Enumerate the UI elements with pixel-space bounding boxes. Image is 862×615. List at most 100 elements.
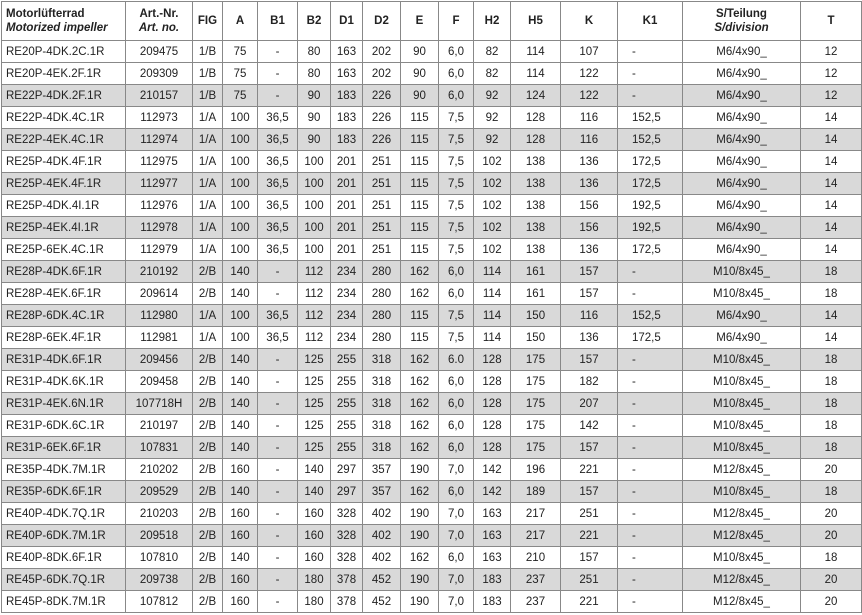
table-cell: 100 [297,150,331,173]
table-cell: - [257,524,298,547]
table-cell: - [257,62,298,85]
table-cell: RE22P-4EK.4C.1R [1,128,126,151]
table-cell: 183 [330,128,363,151]
table-cell: 1/B [192,62,223,85]
table-cell: 142 [473,480,511,503]
table-cell: 12 [800,84,862,107]
table-cell: 280 [362,326,401,349]
table-cell: 18 [800,260,862,283]
header-label: H2 [484,15,500,27]
table-cell: M6/4x90_ [682,128,801,151]
table-cell: 160 [222,568,258,591]
table-cell: RE20P-4EK.2F.1R [1,62,126,85]
table-cell: 2/B [192,436,223,459]
table-row: RE25P-4EK.4F.1R 112977 1/A 100 36,5 100 201 251… [1,172,862,195]
table-cell: 7,0 [438,524,474,547]
table-cell: 114 [473,282,511,305]
table-cell: 172,5 [617,326,683,349]
table-cell: 255 [330,436,363,459]
table-cell: 136 [560,172,618,195]
table-cell: 1/B [192,84,223,107]
table-cell: 328 [330,546,363,569]
table-cell: 237 [510,568,561,591]
table-cell: 128 [510,128,561,151]
table-cell: - [617,590,683,613]
table-row: RE31P-4DK.6K.1R 209458 2/B 140-125 255 318 162… [1,370,862,393]
table-cell: 172,5 [617,150,683,173]
header-label: FIG [197,15,218,27]
table-cell: 115 [400,194,439,217]
table-cell: RE35P-6DK.6F.1R [1,480,126,503]
header-cell: A [222,1,258,41]
table-cell: - [257,84,298,107]
table-cell: 255 [330,370,363,393]
table-cell: 140 [222,414,258,437]
table-cell: 156 [560,216,618,239]
table-cell: 161 [510,260,561,283]
table-cell: 255 [330,414,363,437]
table-cell: 142 [473,458,511,481]
table-cell: M6/4x90_ [682,304,801,327]
header-label: E [415,15,424,27]
table-cell: RE25P-4DK.4I.1R [1,194,126,217]
table-cell: 92 [473,128,511,151]
table-cell: - [617,392,683,415]
table-cell: 18 [800,414,862,437]
table-cell: RE45P-8DK.7M.1R [1,590,126,613]
header-cell: K1 [617,1,683,41]
table-cell: 122 [560,84,618,107]
table-cell: 115 [400,106,439,129]
table-cell: 163 [473,524,511,547]
table-cell: - [257,502,298,525]
table-cell: - [257,348,298,371]
table-cell: 7,5 [438,304,474,327]
table-cell: 80 [297,62,331,85]
table-cell: M10/8x45_ [682,370,801,393]
table-cell: RE31P-6EK.6F.1R [1,436,126,459]
table-cell: 20 [800,458,862,481]
table-cell: - [617,348,683,371]
table-cell: RE25P-6EK.4C.1R [1,238,126,261]
table-cell: 112979 [125,238,193,261]
table-cell: 255 [330,348,363,371]
table-cell: 210197 [125,414,193,437]
table-cell: 6,0 [438,40,474,63]
table-cell: M6/4x90_ [682,194,801,217]
header-row: Motorlüfterrad Motorized impeller Art.-Nr.… [1,1,862,41]
table-cell: 6,0 [438,84,474,107]
table-cell: 114 [473,260,511,283]
table-cell: RE22P-4DK.4C.1R [1,106,126,129]
table-cell: 7,5 [438,128,474,151]
table-cell: 90 [400,62,439,85]
table-cell: 90 [400,84,439,107]
table-row: RE25P-4EK.4I.1R 112978 1/A 100 36,5 100 201 251… [1,216,862,239]
table-cell: 128 [473,348,511,371]
table-cell: 251 [362,172,401,195]
header-label: D1 [339,15,354,27]
table-cell: 157 [560,546,618,569]
table-row: RE25P-4DK.4I.1R 112976 1/A 100 36,5 100 201 251… [1,194,862,217]
table-cell: M12/8x45_ [682,590,801,613]
table-cell: 152,5 [617,128,683,151]
table-cell: 136 [560,326,618,349]
table-cell: 172,5 [617,172,683,195]
table-cell: 452 [362,590,401,613]
table-cell: 162 [400,436,439,459]
table-cell: 6,0 [438,370,474,393]
table-cell: RE25P-4EK.4F.1R [1,172,126,195]
table-cell: 318 [362,414,401,437]
table-cell: M6/4x90_ [682,84,801,107]
table-cell: 115 [400,238,439,261]
table-cell: 128 [473,436,511,459]
table-cell: 116 [560,128,618,151]
table-cell: 36,5 [257,128,298,151]
table-cell: 234 [330,326,363,349]
table-cell: 402 [362,546,401,569]
table-row: RE31P-4EK.6N.1R 107718H 2/B 140-125 255 318 16… [1,392,862,415]
table-cell: 1/A [192,216,223,239]
table-cell: 190 [400,458,439,481]
table-row: RE35P-6DK.6F.1R 209529 2/B 140-140 297 357 162… [1,480,862,503]
table-cell: 297 [330,458,363,481]
table-cell: 75 [222,84,258,107]
table-cell: 102 [473,194,511,217]
